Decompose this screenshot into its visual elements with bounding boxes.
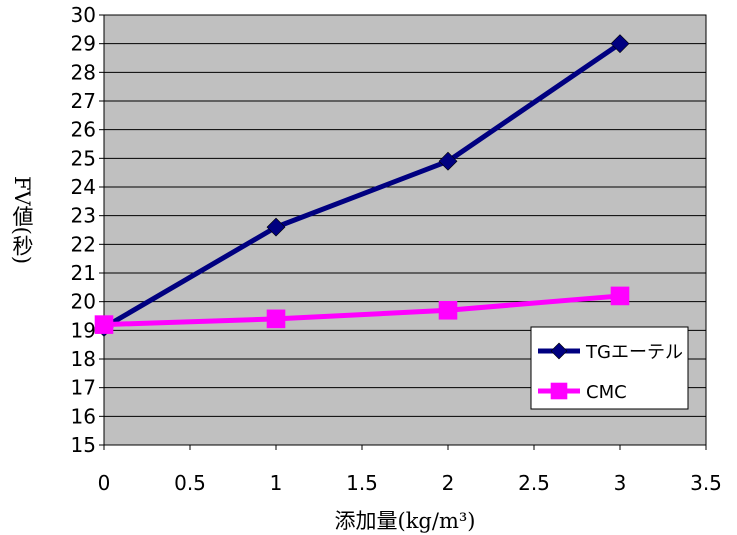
x-tick-label: 2.5: [518, 471, 550, 495]
series-group: [94, 34, 630, 337]
y-tick-label: 18: [71, 347, 96, 371]
x-axis-label: 添加量(kg/m³): [335, 509, 476, 533]
y-tick-label: 29: [71, 32, 96, 56]
data-point-diamond: [438, 151, 458, 171]
y-tick-label: 20: [71, 290, 96, 314]
y-tick-label: 17: [71, 376, 96, 400]
legend-items: TGエーテル CMC: [538, 342, 683, 403]
x-tick-label: 1.5: [346, 471, 378, 495]
data-point-square: [550, 382, 568, 400]
data-point-square: [266, 309, 286, 329]
gridlines: [104, 43, 706, 417]
y-tick-label: 19: [71, 318, 96, 342]
y-tick-label: 25: [71, 146, 96, 170]
y-tick-label: 23: [71, 204, 96, 228]
y-axis-label: FV値(秒): [10, 176, 34, 264]
y-tick-label: 22: [71, 232, 96, 256]
y-tick-label: 30: [71, 3, 96, 27]
y-tick-label: 27: [71, 89, 96, 113]
data-point-diamond: [550, 342, 568, 360]
data-point-diamond: [266, 217, 286, 237]
legend-label: CMC: [586, 382, 627, 403]
legend-label: TGエーテル: [585, 342, 683, 363]
x-tick-label: 3: [614, 471, 627, 495]
y-tick-label: 28: [71, 60, 96, 84]
x-tick-label: 3.5: [690, 471, 722, 495]
x-axis-ticks: 0 0.5 1 1.5 2 2.5 3 3.5: [98, 445, 722, 495]
series-line: [103, 293, 621, 328]
y-tick-label: 16: [71, 404, 96, 428]
y-tick-label: 15: [71, 433, 96, 457]
data-point-diamond: [610, 34, 630, 54]
data-point-square: [94, 315, 114, 334]
x-tick-label: 1: [270, 471, 283, 495]
x-tick-label: 2: [442, 471, 455, 495]
x-tick-label: 0: [98, 471, 111, 495]
y-tick-label: 24: [71, 175, 96, 199]
y-tick-label: 21: [71, 261, 96, 285]
y-tick-label: 26: [71, 118, 96, 142]
legend: TGエーテル CMC: [530, 326, 689, 410]
data-point-square: [610, 286, 630, 306]
series-line: [102, 41, 622, 330]
y-axis-ticks: 15 16 17 18 19 20 21 22 23 24 25 26 27 28 29 30: [71, 3, 104, 457]
data-point-square: [438, 300, 458, 320]
x-tick-label: 0.5: [174, 471, 206, 495]
